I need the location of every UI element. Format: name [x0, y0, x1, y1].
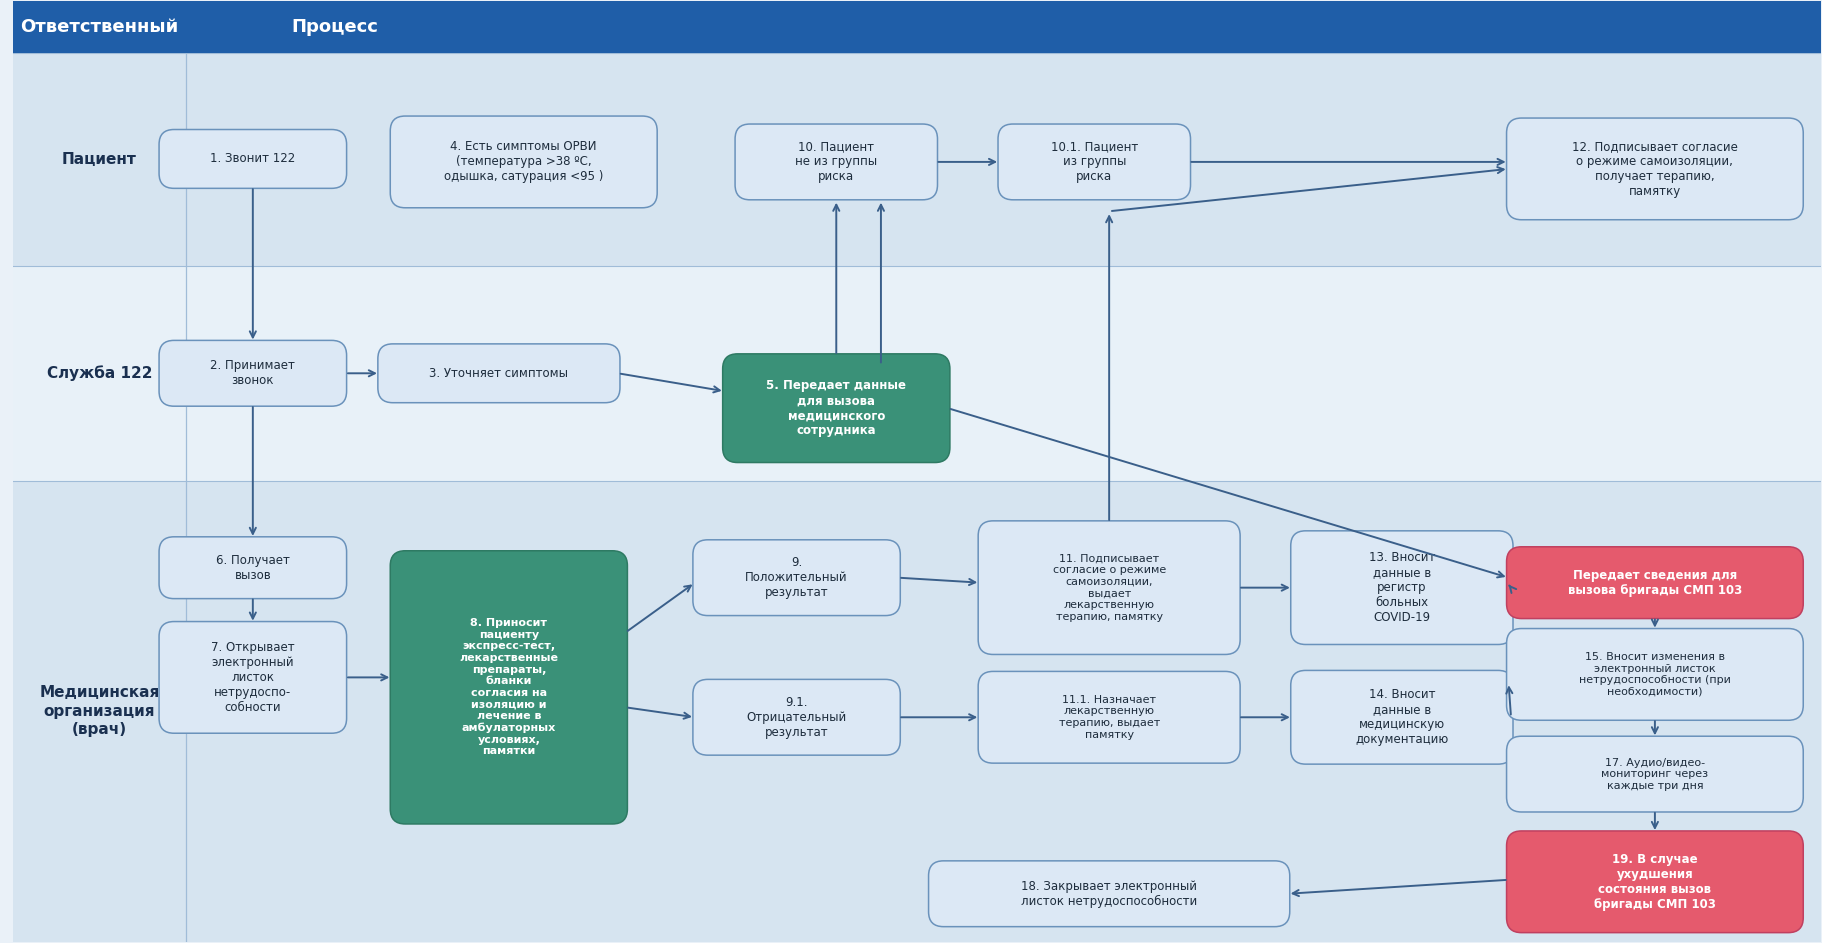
Text: Служба 122: Служба 122 — [47, 366, 153, 381]
Text: 1. Звонит 122: 1. Звонит 122 — [210, 153, 295, 165]
Text: Ответственный: Ответственный — [20, 18, 179, 37]
FancyBboxPatch shape — [998, 124, 1190, 200]
FancyBboxPatch shape — [692, 679, 900, 755]
Text: 15. Вносит изменения в
электронный листок
нетрудоспособности (при
необходимости): 15. Вносит изменения в электронный листо… — [1580, 652, 1731, 697]
Text: 9.
Положительный
результат: 9. Положительный результат — [745, 556, 847, 599]
FancyBboxPatch shape — [159, 537, 346, 599]
Text: 5. Передает данные
для вызова
медицинского
сотрудника: 5. Передает данные для вызова медицинско… — [767, 379, 906, 438]
FancyBboxPatch shape — [929, 861, 1290, 927]
Text: Передает сведения для
вызова бригады СМП 103: Передает сведения для вызова бригады СМП… — [1567, 569, 1742, 597]
Text: 12. Подписывает согласие
о режиме самоизоляции,
получает терапию,
памятку: 12. Подписывает согласие о режиме самоиз… — [1572, 140, 1738, 198]
FancyBboxPatch shape — [1290, 531, 1512, 644]
FancyBboxPatch shape — [159, 129, 346, 189]
FancyBboxPatch shape — [978, 671, 1241, 763]
Text: 11.1. Назначает
лекарственную
терапию, выдает
памятку: 11.1. Назначает лекарственную терапию, в… — [1059, 695, 1161, 739]
Text: 18. Закрывает электронный
листок нетрудоспособности: 18. Закрывает электронный листок нетрудо… — [1020, 880, 1197, 908]
FancyBboxPatch shape — [692, 539, 900, 616]
FancyBboxPatch shape — [1507, 118, 1804, 220]
Text: 10.1. Пациент
из группы
риска: 10.1. Пациент из группы риска — [1051, 141, 1139, 184]
FancyBboxPatch shape — [159, 340, 346, 406]
Text: Пациент: Пациент — [62, 152, 137, 167]
FancyBboxPatch shape — [1507, 547, 1804, 619]
Text: 6. Получает
вызов: 6. Получает вызов — [215, 554, 290, 582]
Text: 2. Принимает
звонок: 2. Принимает звонок — [210, 359, 295, 388]
FancyBboxPatch shape — [723, 354, 949, 462]
Text: 8. Приносит
пациенту
экспресс-тест,
лекарственные
препараты,
бланки
согласия на
: 8. Приносит пациенту экспресс-тест, лека… — [459, 619, 558, 756]
FancyBboxPatch shape — [390, 551, 627, 824]
FancyBboxPatch shape — [978, 521, 1241, 654]
Bar — [13, 481, 1820, 942]
FancyBboxPatch shape — [390, 116, 658, 207]
FancyBboxPatch shape — [1507, 831, 1804, 933]
FancyBboxPatch shape — [1290, 670, 1512, 764]
Text: 9.1.
Отрицательный
результат: 9.1. Отрицательный результат — [747, 696, 847, 738]
Text: 7. Открывает
электронный
листок
нетрудоспо-
собности: 7. Открывает электронный листок нетрудос… — [211, 641, 295, 714]
Text: 14. Вносит
данные в
медицинскую
документацию: 14. Вносит данные в медицинскую документ… — [1356, 688, 1448, 746]
Text: 3. Уточняет симптомы: 3. Уточняет симптомы — [430, 367, 568, 380]
FancyBboxPatch shape — [1507, 736, 1804, 812]
FancyBboxPatch shape — [159, 621, 346, 734]
Text: 19. В случае
ухудшения
состояния вызов
бригады СМП 103: 19. В случае ухудшения состояния вызов б… — [1594, 852, 1716, 911]
Text: 17. Аудио/видео-
мониторинг через
каждые три дня: 17. Аудио/видео- мониторинг через каждые… — [1602, 757, 1709, 791]
Bar — [13, 1, 1820, 53]
FancyBboxPatch shape — [1507, 629, 1804, 720]
FancyBboxPatch shape — [734, 124, 938, 200]
Bar — [13, 53, 1820, 266]
Text: Процесс: Процесс — [292, 18, 379, 37]
Text: 13. Вносит
данные в
регистр
больных
COVID-19: 13. Вносит данные в регистр больных COVI… — [1368, 551, 1436, 624]
Text: 4. Есть симптомы ОРВИ
(температура >38 ºС,
одышка, сатурация <95 ): 4. Есть симптомы ОРВИ (температура >38 º… — [445, 141, 603, 184]
FancyBboxPatch shape — [377, 344, 619, 403]
Bar — [13, 266, 1820, 481]
Text: Медицинская
организация
(врач): Медицинская организация (врач) — [40, 686, 160, 737]
Text: 10. Пациент
не из группы
риска: 10. Пациент не из группы риска — [794, 141, 878, 184]
Text: 11. Подписывает
согласие о режиме
самоизоляции,
выдает
лекарственную
терапию, па: 11. Подписывает согласие о режиме самоиз… — [1053, 554, 1166, 621]
